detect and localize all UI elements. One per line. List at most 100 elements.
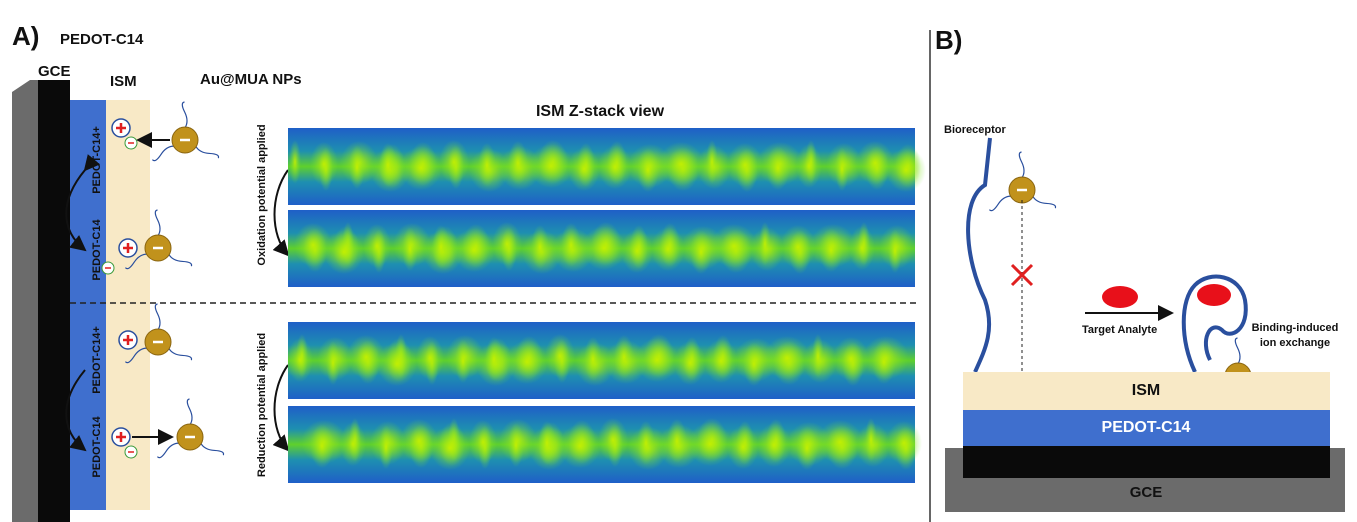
signal-spot xyxy=(637,148,659,192)
figure: A) PEDOT-C14 GCE ISM Au@MUA NPs PEDOT-C1… xyxy=(0,0,1357,522)
signal-spot xyxy=(711,224,757,268)
signal-spot xyxy=(485,337,503,381)
ism-label: ISM xyxy=(110,73,137,90)
signal-spot xyxy=(492,222,522,266)
ligand xyxy=(1019,152,1024,178)
signal-spot xyxy=(706,140,718,184)
bioreceptor-label: Bioreceptor xyxy=(944,124,1006,136)
signal-spot xyxy=(764,336,810,380)
signal-spot xyxy=(529,144,573,188)
signal-spot xyxy=(886,421,922,465)
signal-spot xyxy=(780,225,816,269)
gce-core xyxy=(38,80,70,522)
signal-spot xyxy=(759,222,771,266)
ligand xyxy=(152,146,174,160)
signal-spot xyxy=(849,226,875,270)
signal-spot xyxy=(469,420,497,464)
signal-spot xyxy=(817,420,863,464)
ligand xyxy=(157,443,179,457)
gce-label: GCE xyxy=(1130,484,1163,501)
panel-label: B) xyxy=(935,25,962,55)
ligand xyxy=(187,399,192,425)
signal-spot xyxy=(865,418,877,462)
analyte xyxy=(1102,286,1138,308)
signal-spot xyxy=(757,423,791,467)
signal-spot xyxy=(667,419,687,463)
ligand xyxy=(201,443,224,455)
signal-spot xyxy=(568,147,600,191)
signal-spot xyxy=(727,425,759,469)
signal-spot xyxy=(310,142,338,186)
signal-spot xyxy=(349,145,365,189)
ligand xyxy=(155,210,160,236)
ligand xyxy=(1235,338,1240,364)
gce-label: GCE xyxy=(38,63,71,80)
signal-spot xyxy=(289,140,301,184)
reduction-label: Reduction potential applied xyxy=(256,333,268,477)
signal-spot xyxy=(538,421,556,465)
signal-spot xyxy=(690,230,712,274)
signal-spot xyxy=(416,336,444,380)
signal-spot xyxy=(559,424,601,468)
signal-spot xyxy=(704,339,738,383)
target-label: Target Analyte xyxy=(1082,324,1157,336)
pedot-label-v: PEDOT-C14 xyxy=(91,416,103,478)
np-label: Au@MUA NPs xyxy=(200,71,302,88)
ligand xyxy=(182,102,187,128)
curve-arrow xyxy=(275,170,289,255)
signal-spot xyxy=(561,223,581,267)
pedot-label: PEDOT-C14 xyxy=(60,31,144,48)
signal-spot xyxy=(812,334,824,378)
signal-spot xyxy=(743,342,765,386)
pedot-ox-label: PEDOT-C14+ xyxy=(91,126,103,194)
signal-spot xyxy=(796,144,822,188)
ligand xyxy=(169,254,192,266)
ligand xyxy=(169,348,192,360)
signal-spot xyxy=(545,334,575,378)
signal-spot xyxy=(326,341,340,385)
signal-spot xyxy=(674,341,706,385)
signal-spot xyxy=(508,141,528,185)
bioreceptor xyxy=(968,138,990,372)
analyte-bound xyxy=(1197,284,1231,306)
signal-spot xyxy=(621,229,653,273)
signal-spot xyxy=(379,143,397,187)
curve-arrow xyxy=(275,365,289,450)
zstack-title: ISM Z-stack view xyxy=(536,103,665,120)
signal-spot xyxy=(872,340,896,384)
ligand xyxy=(989,196,1011,210)
ligand xyxy=(1033,196,1056,208)
signal-spot xyxy=(835,147,849,191)
signal-spot xyxy=(324,230,364,274)
pedot-label: PEDOT-C14 xyxy=(1102,419,1191,436)
signal-spot xyxy=(478,143,496,187)
signal-spot xyxy=(531,225,549,269)
signal-spot xyxy=(637,421,655,465)
signal-spot xyxy=(379,425,393,469)
signal-spot xyxy=(506,340,548,384)
signal-spot xyxy=(400,146,442,190)
signal-spot xyxy=(766,146,790,190)
signal-spot xyxy=(584,337,602,381)
signal-spot xyxy=(287,338,313,382)
signal-spot xyxy=(310,424,334,468)
signal-spot xyxy=(688,422,732,466)
signal-spot xyxy=(796,426,818,470)
binding-label: Binding-induced xyxy=(1252,322,1339,334)
binding-label: ion exchange xyxy=(1260,337,1330,349)
ligand xyxy=(196,146,219,158)
signal-spot xyxy=(819,228,843,272)
signal-spot xyxy=(614,335,634,379)
signal-spot xyxy=(439,140,469,184)
signal-spot xyxy=(432,225,450,269)
signal-spot xyxy=(651,227,685,271)
signal-spot xyxy=(658,142,704,186)
signal-spot xyxy=(598,418,628,462)
signal-spot xyxy=(886,148,926,192)
pedot-label-v: PEDOT-C14 xyxy=(91,219,103,281)
panel-label: A) xyxy=(12,21,39,51)
signal-spot xyxy=(402,227,418,271)
ism-label: ISM xyxy=(1132,382,1160,399)
ligand xyxy=(155,304,160,330)
signal-spot xyxy=(888,229,902,273)
